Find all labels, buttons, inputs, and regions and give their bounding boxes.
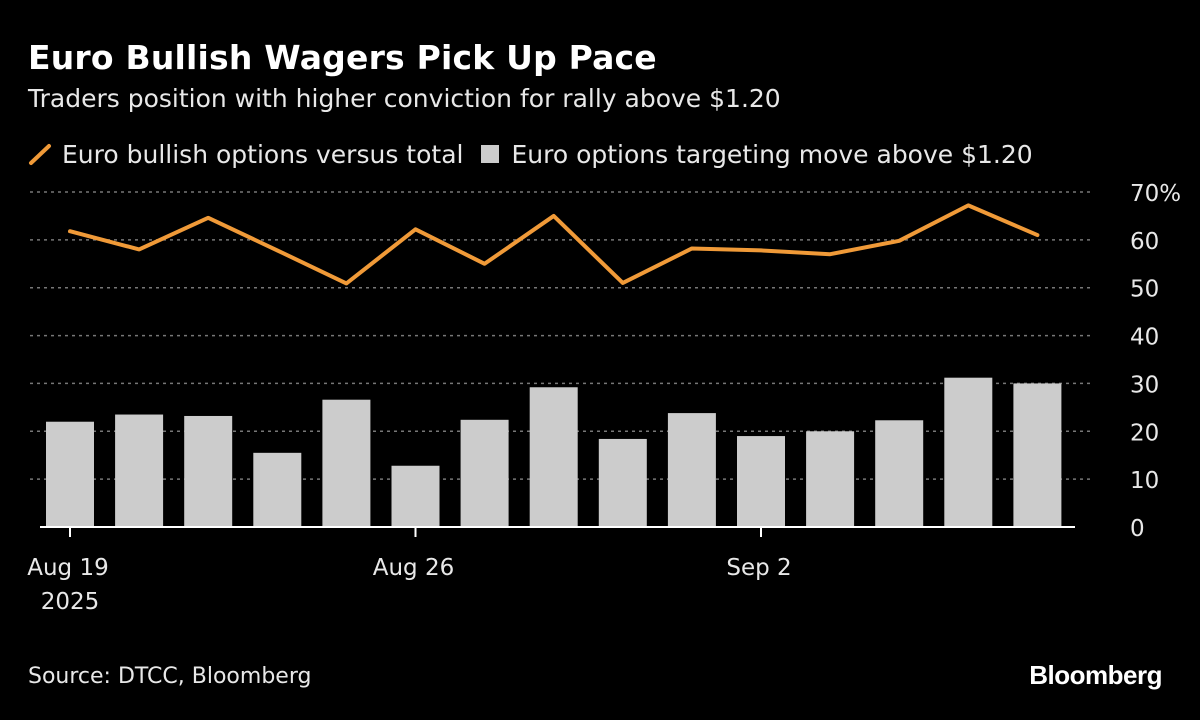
chart-title: Euro Bullish Wagers Pick Up Pace xyxy=(28,38,657,77)
y-tick-label: 10 xyxy=(1130,468,1159,494)
bar xyxy=(667,413,716,527)
bar xyxy=(460,419,509,527)
bar xyxy=(529,387,578,527)
bar xyxy=(184,415,233,527)
bar xyxy=(737,436,785,527)
x-tick-label-year: 2025 xyxy=(41,589,100,615)
legend-item-bar: Euro options targeting move above $1.20 xyxy=(481,139,1033,169)
bar-swatch-icon xyxy=(481,145,500,163)
line-series xyxy=(68,203,1040,286)
bar xyxy=(253,452,302,527)
bar xyxy=(944,377,993,527)
x-tick-label: Aug 26 xyxy=(373,555,455,581)
y-tick-label: 60 xyxy=(1130,229,1159,255)
y-tick-label: 20 xyxy=(1130,420,1159,446)
bar xyxy=(391,465,440,527)
source-note: Source: DTCC, Bloomberg xyxy=(28,664,312,689)
chart-subtitle: Traders position with higher conviction … xyxy=(28,84,781,113)
bar xyxy=(875,420,924,527)
legend-item-line: Euro bullish options versus total xyxy=(28,140,463,169)
y-tick-label: 50 xyxy=(1130,277,1159,303)
bar xyxy=(806,431,855,527)
y-tick-label: 30 xyxy=(1130,372,1159,398)
bar xyxy=(322,399,371,527)
legend-bar-label: Euro options targeting move above $1.20 xyxy=(511,139,1033,169)
x-tick-label: Aug 19 xyxy=(27,555,109,581)
y-tick-label: 40 xyxy=(1130,325,1159,351)
bar xyxy=(46,421,94,527)
legend: Euro bullish options versus total Euro o… xyxy=(28,138,1051,170)
y-tick-label: 70% xyxy=(1130,181,1181,207)
x-tick-label: Sep 2 xyxy=(726,555,791,581)
y-tick-label: 0 xyxy=(1130,516,1145,542)
bar xyxy=(115,414,164,527)
legend-line-label: Euro bullish options versus total xyxy=(62,139,464,169)
bar xyxy=(1013,383,1062,527)
bloomberg-logo: Bloomberg xyxy=(1029,660,1162,690)
bar xyxy=(598,438,647,527)
line-swatch-icon xyxy=(29,144,51,165)
